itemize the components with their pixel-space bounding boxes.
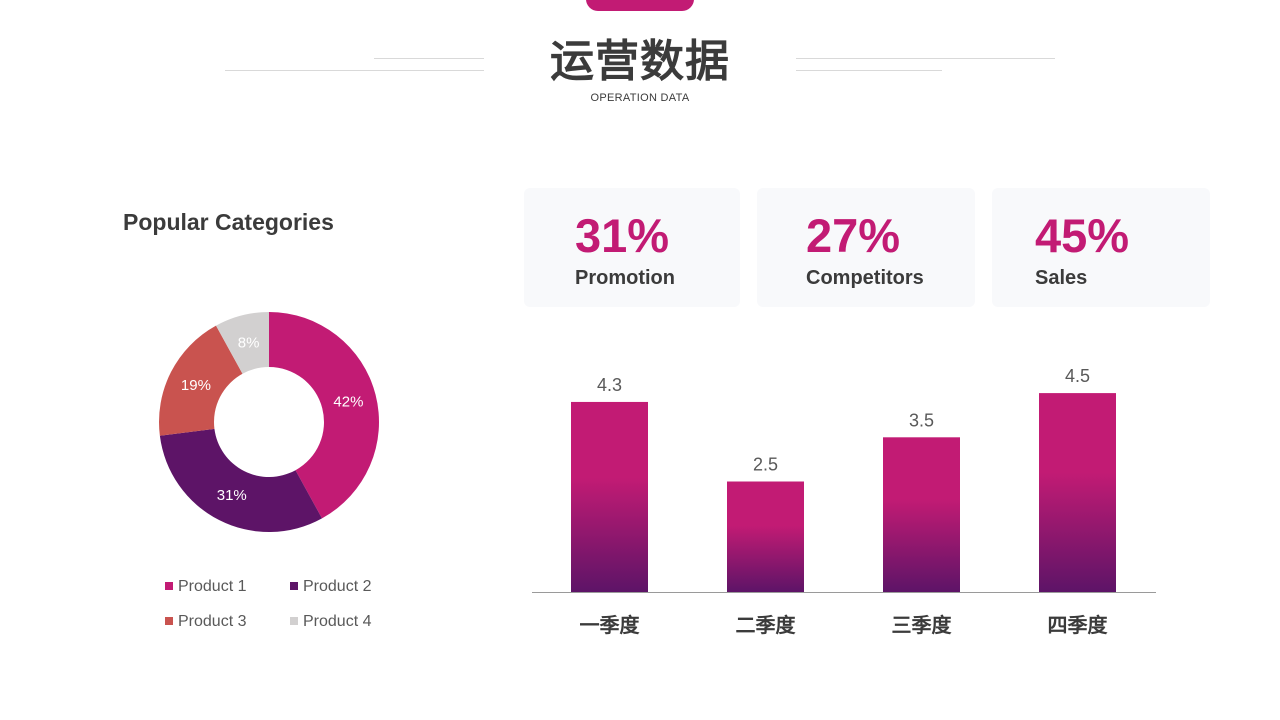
bar-2 <box>727 481 804 592</box>
stat-value: 27% <box>806 209 901 262</box>
legend-swatch <box>290 582 298 590</box>
bar-data-label-2: 2.5 <box>753 455 778 475</box>
bar-category-label-1: 一季度 <box>580 613 641 637</box>
donut-slice-3 <box>159 325 243 436</box>
donut-slice-2 <box>159 428 322 532</box>
legend-label: Product 3 <box>178 613 247 630</box>
donut-slice-4 <box>216 312 269 374</box>
stat-label: Competitors <box>806 267 924 289</box>
legend-swatch <box>165 582 173 590</box>
donut-chart-title: Popular Categories <box>123 209 334 235</box>
stat-label: Promotion <box>575 267 675 289</box>
legend-swatch <box>290 617 298 625</box>
stat-value: 45% <box>1035 209 1130 262</box>
bar-data-label-4: 4.5 <box>1065 366 1090 386</box>
bar-data-label-3: 3.5 <box>909 410 934 430</box>
bar-1 <box>571 401 648 592</box>
stat-value: 31% <box>575 209 670 262</box>
page-subtitle: OPERATION DATA <box>590 92 690 104</box>
bar-data-label-1: 4.3 <box>597 375 622 395</box>
bar-4 <box>1039 393 1116 592</box>
legend-label: Product 2 <box>303 578 372 595</box>
stat-card-sales: 45% Sales <box>992 188 1210 307</box>
title-divider-right-short <box>796 70 942 71</box>
donut-chart: 42% 31% 19% 8% <box>159 312 379 532</box>
donut-data-label-3: 19% <box>181 377 211 394</box>
title-divider-left-long <box>225 70 484 71</box>
bar-category-label-3: 三季度 <box>892 613 953 637</box>
title-divider-left-short <box>374 58 484 59</box>
title-divider-right-long <box>796 58 1055 59</box>
stat-card-competitors: 27% Competitors <box>757 188 975 307</box>
bar-category-label-4: 四季度 <box>1048 613 1109 637</box>
bar-chart: 4.3 一季度 2.5 二季度 3.5 三季度 4.5 四季度 <box>532 366 1156 637</box>
legend-item-product-4: Product 4 <box>290 612 371 632</box>
donut-slice-1 <box>269 312 379 519</box>
legend-item-product-3: Product 3 <box>165 612 246 632</box>
legend-label: Product 1 <box>178 578 247 595</box>
page-title: 运营数据 <box>550 37 730 86</box>
legend-item-product-2: Product 2 <box>290 577 371 597</box>
donut-data-label-4: 8% <box>238 335 260 352</box>
donut-data-label-1: 42% <box>333 394 363 411</box>
stat-label: Sales <box>1035 267 1088 289</box>
legend-label: Product 4 <box>303 613 372 630</box>
stat-card-promotion: 31% Promotion <box>524 188 740 307</box>
bar-category-label-2: 二季度 <box>736 613 797 637</box>
legend-swatch <box>165 617 173 625</box>
top-accent-tab <box>586 0 694 11</box>
legend-item-product-1: Product 1 <box>165 577 246 597</box>
donut-data-label-2: 31% <box>217 487 247 504</box>
bar-3 <box>883 437 960 592</box>
